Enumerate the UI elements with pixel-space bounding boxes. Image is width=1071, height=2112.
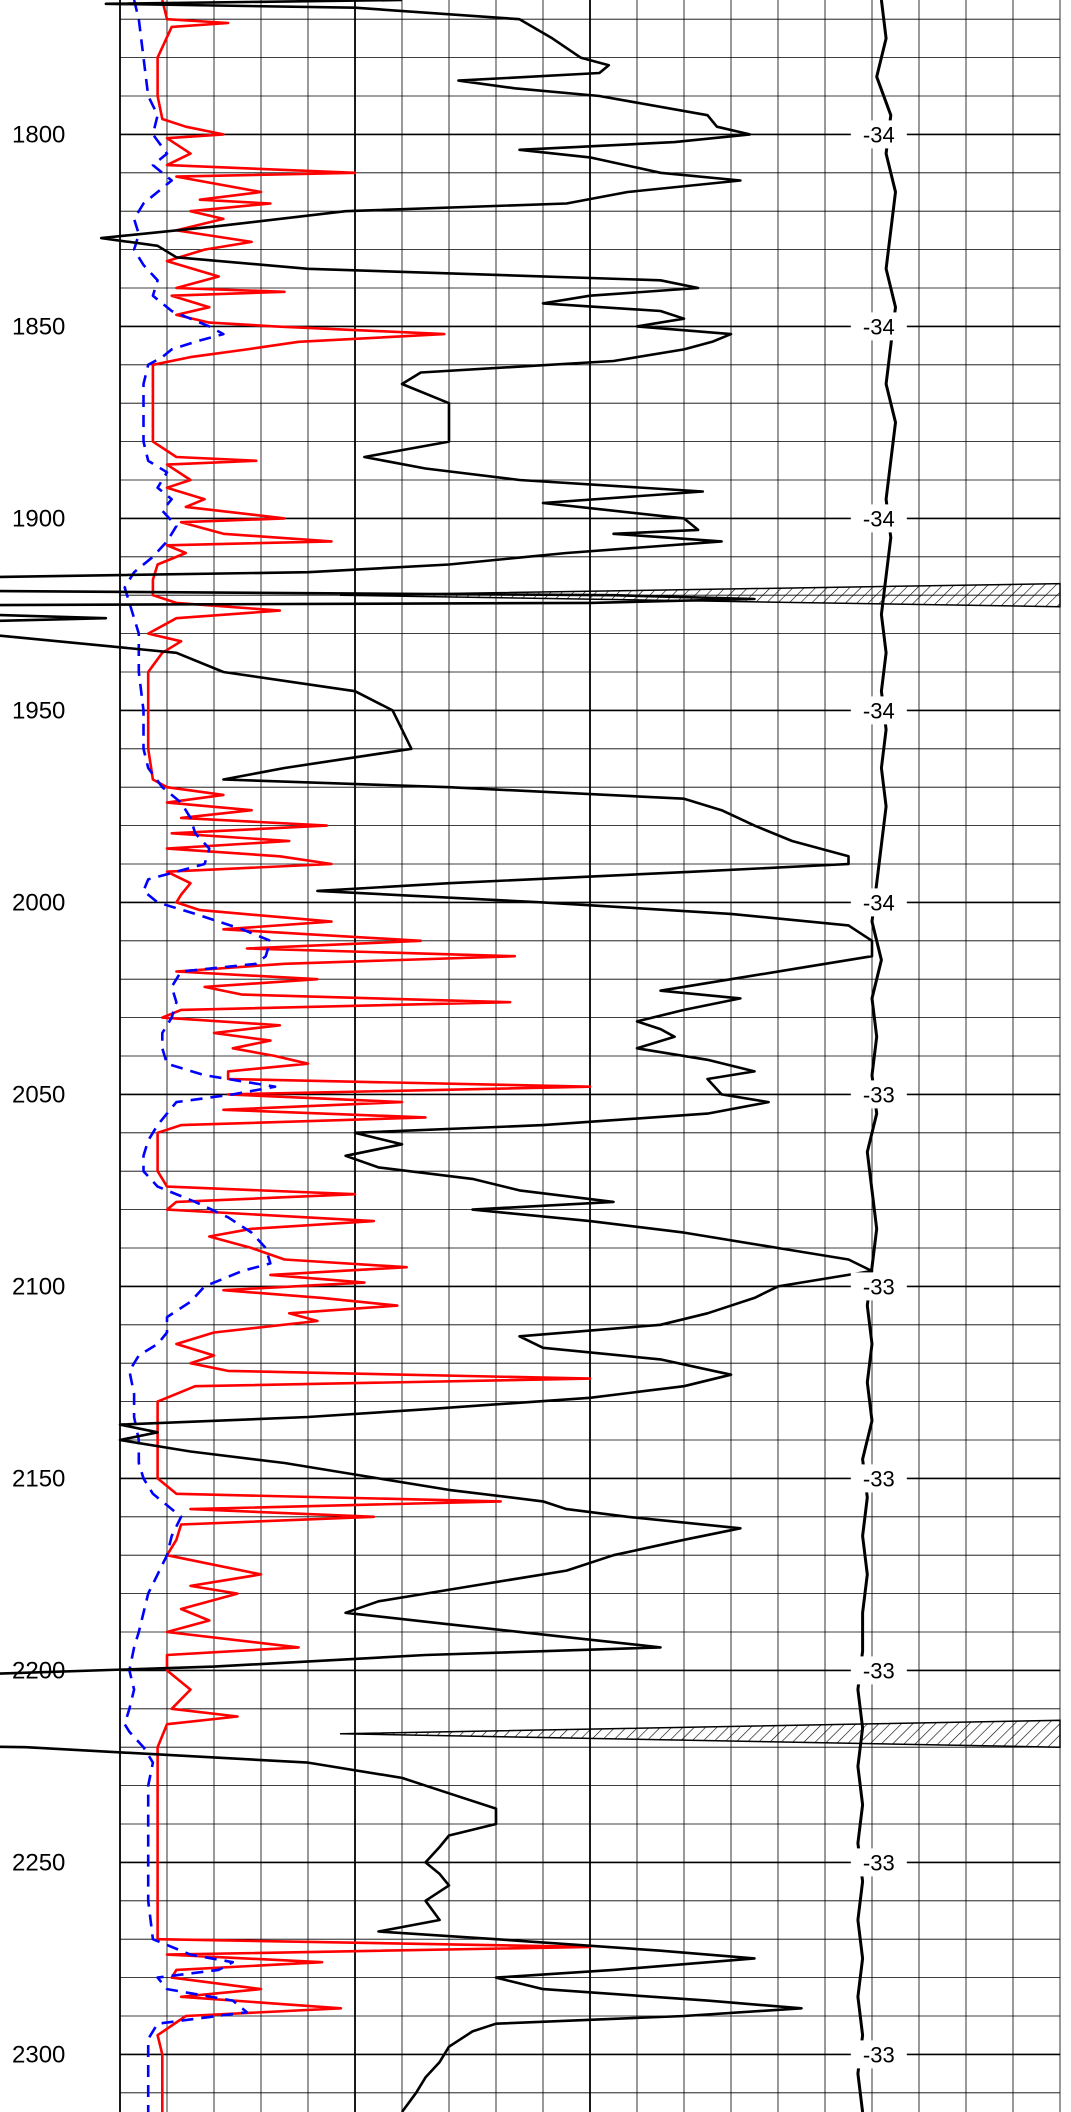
curve-series-1 <box>146 0 592 2112</box>
track-annotation-label: -33 <box>863 1274 895 1299</box>
track-annotation-label: -34 <box>863 122 895 147</box>
depth-tick-label: 2300 <box>12 2041 65 2068</box>
annotation-box <box>850 888 907 917</box>
curve-series-2 <box>123 0 277 2112</box>
hatched-intervals <box>339 582 1061 1748</box>
track-annotation-label: -33 <box>863 1850 895 1875</box>
grid <box>119 0 1061 2112</box>
track-annotation-label: -33 <box>863 1658 895 1683</box>
annotation-box <box>850 696 907 725</box>
depth-tick-label: 2100 <box>12 1273 65 1300</box>
track-annotation-label: -34 <box>863 506 895 531</box>
annotation-box <box>850 2040 907 2069</box>
depth-tick-label: 2150 <box>12 1465 65 1492</box>
depth-tick-label: 1850 <box>12 313 65 340</box>
annotation-box <box>850 1080 907 1109</box>
depth-tick-label: 2250 <box>12 1849 65 1876</box>
track-annotation-label: -34 <box>863 698 895 723</box>
annotation-box <box>850 1464 907 1493</box>
depth-tick-label: 2050 <box>12 1081 65 1108</box>
curve-series-3 <box>0 0 874 2112</box>
annotation-box <box>850 1848 907 1877</box>
track-annotation-label: -34 <box>863 890 895 915</box>
annotation-box <box>850 1656 907 1685</box>
annotation-box <box>850 1272 907 1301</box>
annotation-box <box>850 312 907 341</box>
annotation-box <box>850 120 907 149</box>
track-annotation-label: -34 <box>863 314 895 339</box>
track-annotation-label: -33 <box>863 2042 895 2067</box>
curves <box>0 0 897 2112</box>
curve-series-4 <box>856 0 897 2112</box>
labels: 1800 1850 1900 1950 2000 2050 2100 2150 2200 2250… <box>12 120 907 2069</box>
annotation-box <box>850 504 907 533</box>
depth-tick-label: 1800 <box>12 121 65 148</box>
depth-tick-label: 2000 <box>12 889 65 916</box>
hatched-interval <box>339 1719 1061 1748</box>
depth-tick-label: 2200 <box>12 1657 65 1684</box>
track-annotation-label: -33 <box>863 1082 895 1107</box>
track-annotation-label: -33 <box>863 1466 895 1491</box>
depth-tick-label: 1900 <box>12 505 65 532</box>
depth-tick-label: 1950 <box>12 697 65 724</box>
